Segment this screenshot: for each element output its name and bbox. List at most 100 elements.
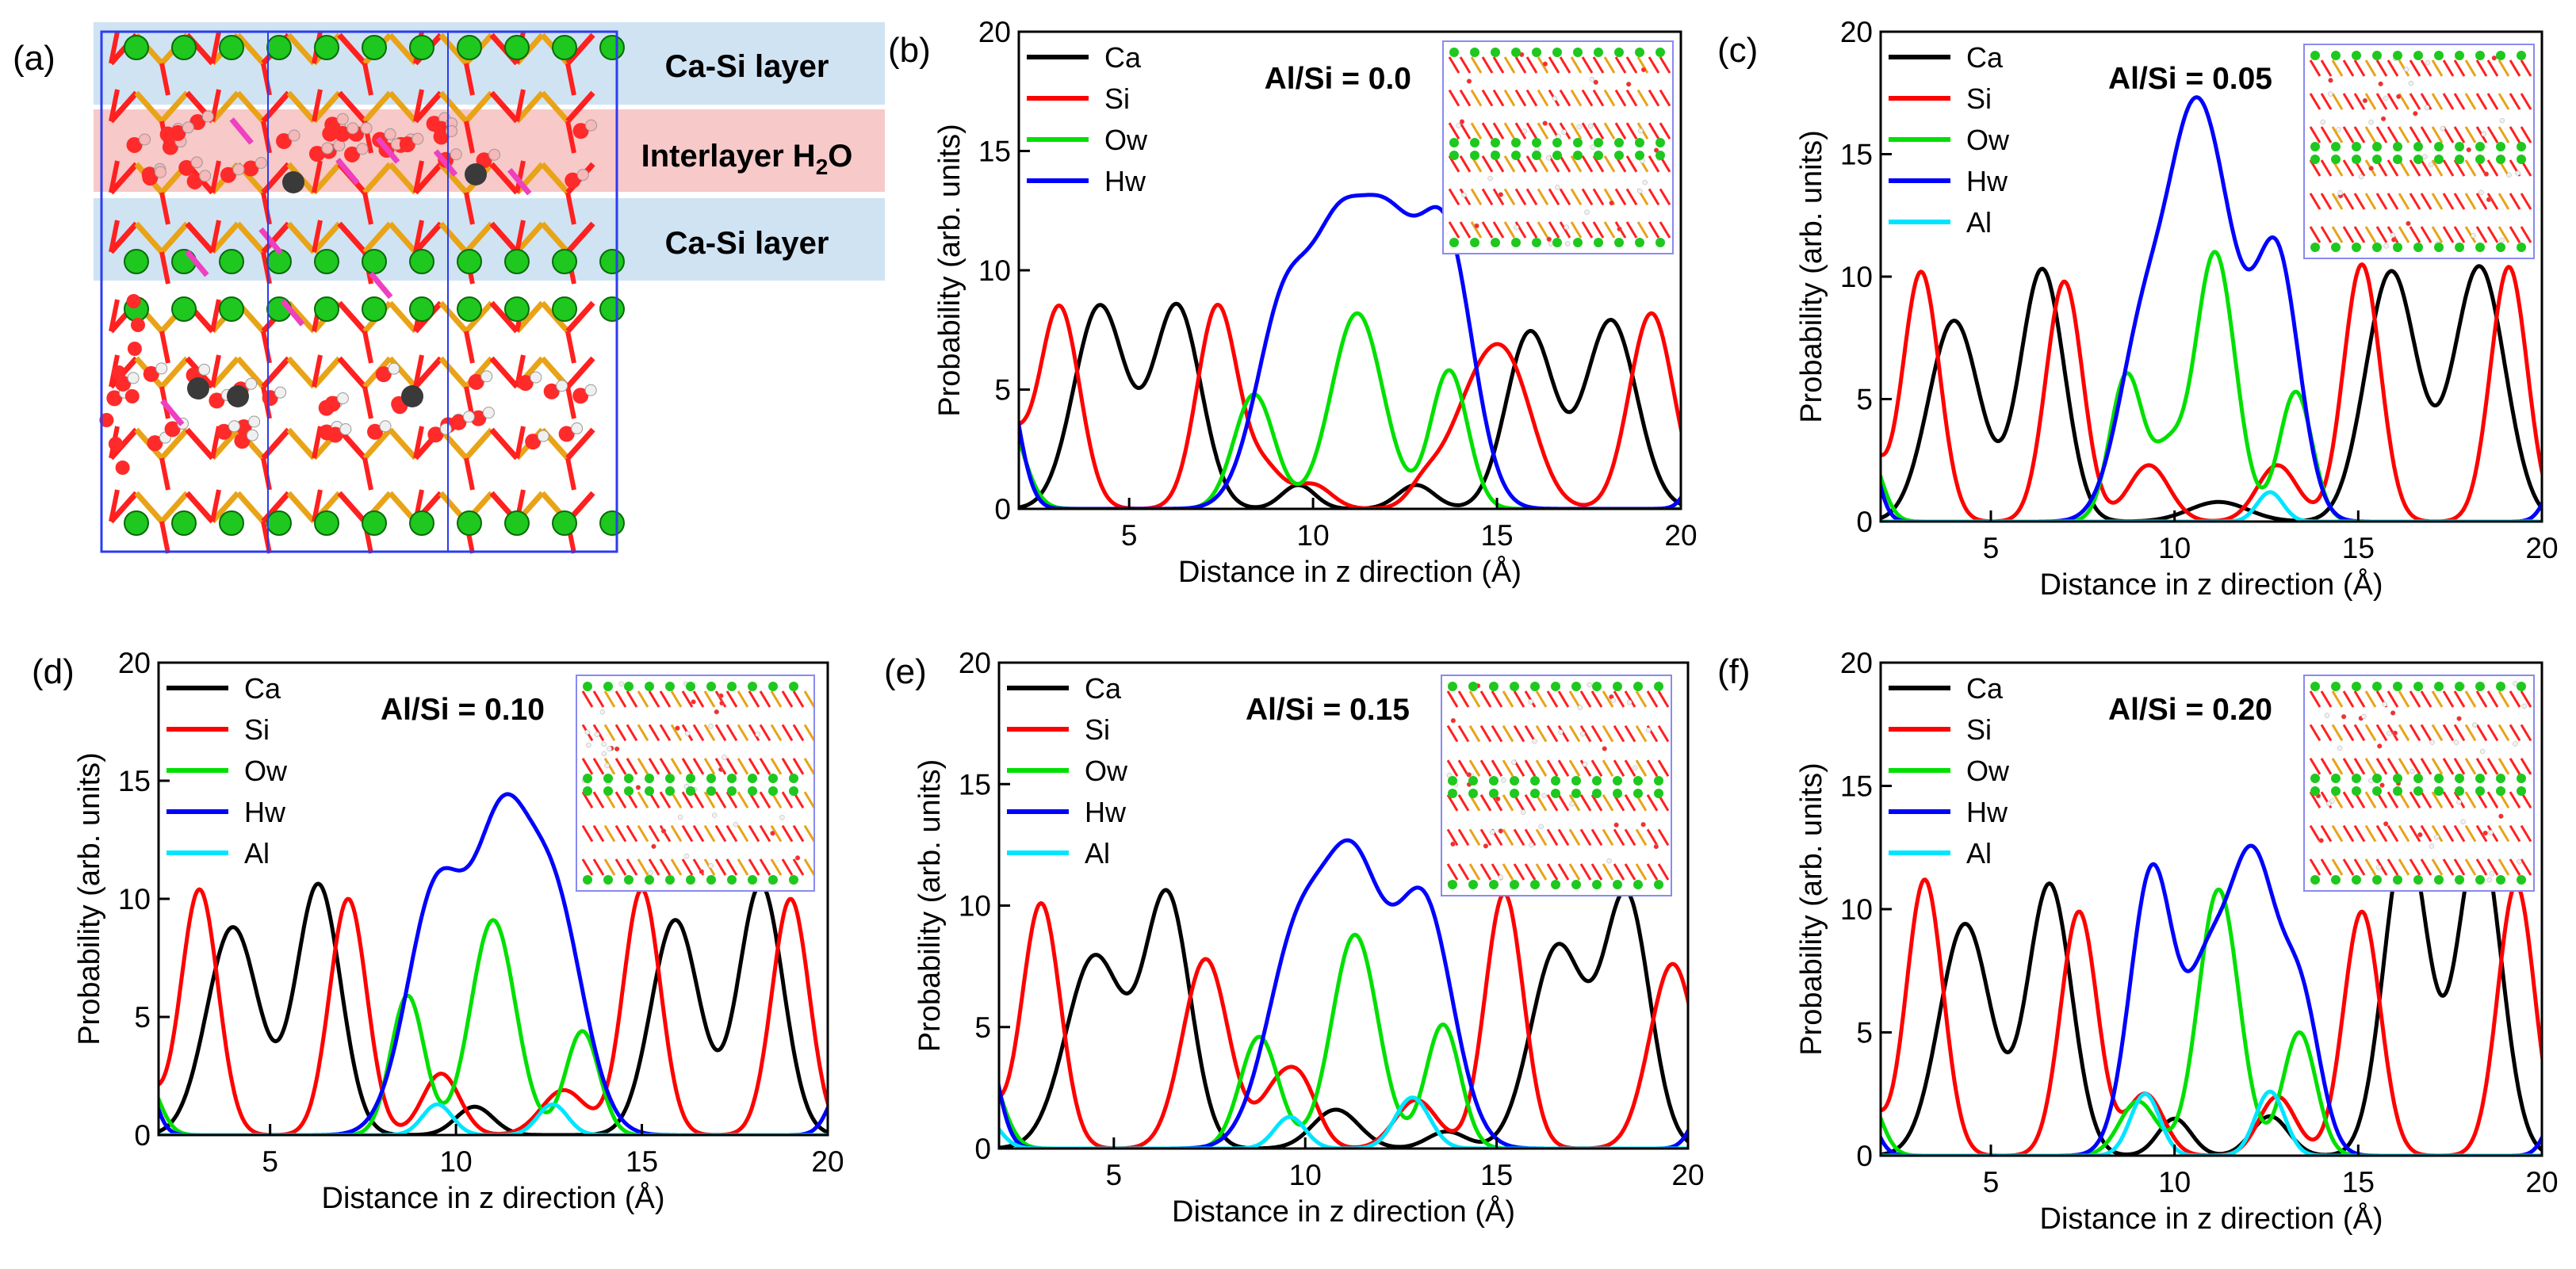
- inset-calcium-atom: [2393, 774, 2402, 783]
- bond: [159, 90, 189, 124]
- y-tick-label: 10: [1840, 261, 1873, 293]
- hydrogen-atom: [439, 422, 452, 435]
- inset-atom: [1529, 842, 1534, 848]
- series-line-ca: [159, 881, 828, 1135]
- inset-bond: [2387, 59, 2399, 77]
- inset-atom: [1593, 79, 1599, 86]
- inset-bond: [770, 758, 783, 775]
- oxygen-atom: [126, 294, 141, 308]
- inset-bond: [803, 858, 816, 876]
- chart-panel: (f) 0 5 10 15 20 5 10 15 20 Distance in z directio…: [1717, 647, 2559, 1236]
- inset-bond: [614, 858, 627, 876]
- inset-calcium-atom: [2517, 51, 2526, 60]
- inset-calcium-atom: [2496, 155, 2505, 164]
- inset-bond: [1525, 155, 1538, 173]
- inset-bond: [1613, 690, 1625, 708]
- inset-bond: [2498, 93, 2510, 110]
- hydrogen-atom: [321, 142, 334, 155]
- inset-calcium-atom: [2310, 682, 2320, 691]
- bond: [540, 162, 570, 195]
- inset-calcium-atom: [2496, 243, 2505, 252]
- inset-bond: [1603, 122, 1616, 140]
- inset-atom: [1450, 841, 1456, 847]
- inset-atom: [1587, 682, 1592, 688]
- inset-calcium-atom: [2475, 774, 2485, 783]
- inset-bond: [1492, 89, 1505, 107]
- inset-bond: [2420, 59, 2432, 77]
- inset-atom: [2440, 125, 2445, 132]
- calcium-atom: [552, 249, 577, 274]
- inset-frame: [576, 675, 815, 892]
- band-label-middle-main: Interlayer H: [641, 139, 816, 174]
- inset-atom: [2428, 162, 2434, 168]
- inset-bond: [1479, 759, 1492, 777]
- inset-bond: [2475, 93, 2488, 110]
- series-line-ca: [999, 888, 1688, 1149]
- aluminium-bond: [369, 271, 393, 300]
- inset-bond: [2364, 126, 2377, 143]
- inset-bond: [1581, 188, 1594, 206]
- inset-calcium-atom: [1654, 776, 1663, 785]
- inset-bond: [2431, 193, 2444, 210]
- inset-bond: [2320, 724, 2333, 742]
- inset-calcium-atom: [2413, 142, 2423, 151]
- inset-atom: [1558, 729, 1564, 735]
- inset-bond: [2442, 724, 2455, 742]
- bond: [438, 32, 469, 66]
- y-axis-label: Probability (arb. units): [73, 752, 106, 1045]
- inset-bond: [781, 690, 794, 708]
- oxygen-atom: [115, 461, 130, 475]
- inset-atom: [2341, 713, 2347, 720]
- inset-bond: [2442, 159, 2455, 177]
- inset-bond: [2331, 193, 2344, 210]
- bond: [565, 90, 595, 124]
- inset-atom: [691, 699, 696, 705]
- inset-bond: [1581, 122, 1594, 140]
- inset-bond: [1513, 724, 1525, 743]
- inset-calcium-atom: [1592, 880, 1602, 889]
- inset-bond: [725, 791, 738, 808]
- inset-atom: [584, 729, 591, 736]
- inset-calcium-atom: [2496, 875, 2505, 885]
- inset-bond: [781, 758, 794, 775]
- inset-calcium-atom: [2496, 682, 2505, 691]
- inset-bond: [2331, 724, 2344, 742]
- inset-bond: [2387, 193, 2399, 210]
- inset-bond: [803, 791, 816, 808]
- inset-bond: [1635, 759, 1648, 777]
- x-axis-label: Distance in z direction (Å): [322, 1180, 665, 1215]
- calcium-atom: [219, 296, 244, 322]
- inset-bond: [670, 690, 683, 708]
- bond: [515, 160, 526, 193]
- inset-atom: [1511, 759, 1517, 765]
- aluminium-bond: [507, 167, 532, 196]
- inset-bond: [1481, 89, 1494, 107]
- inset-bond: [770, 724, 783, 742]
- inset-atom: [2337, 745, 2343, 751]
- inset-bond: [2509, 690, 2521, 708]
- y-axis-label: Probability (arb. units): [1795, 763, 1828, 1056]
- bond: [438, 221, 469, 254]
- inset-bond: [1448, 188, 1460, 206]
- x-tick-label: 15: [626, 1145, 658, 1178]
- bond: [337, 221, 367, 254]
- inset-bond: [803, 758, 816, 775]
- inset-atom: [1474, 223, 1479, 229]
- y-axis-label: Probability (arb. units): [1795, 130, 1828, 423]
- inset-bond: [2398, 824, 2410, 843]
- inset-bond: [2520, 858, 2532, 876]
- inset-calcium-atom: [2434, 875, 2444, 885]
- inset-bond: [1557, 828, 1570, 847]
- hydrogen-atom: [462, 411, 475, 423]
- inset-atom: [1610, 698, 1617, 703]
- bond: [464, 457, 475, 491]
- inset-bond: [2431, 126, 2444, 143]
- bond: [565, 300, 595, 334]
- series-line-al: [1881, 1089, 2542, 1156]
- inset-bond: [2398, 724, 2410, 742]
- inset-calcium-atom: [2331, 243, 2341, 252]
- panel-letter: (d): [32, 652, 75, 691]
- inset-calcium-atom: [603, 774, 613, 783]
- bond: [337, 356, 367, 389]
- inset-frame: [1442, 40, 1674, 254]
